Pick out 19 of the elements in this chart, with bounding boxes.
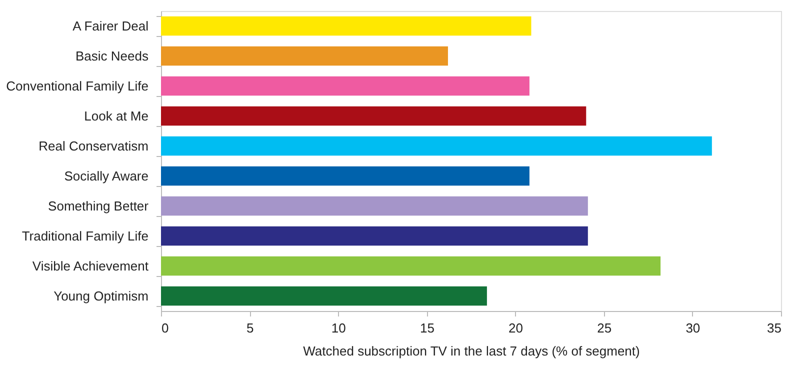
x-tick-label: 15 [420, 320, 434, 336]
x-axis-title: Watched subscription TV in the last 7 days (% of segment) [303, 344, 640, 358]
y-tick-label: Look at Me [84, 108, 148, 124]
x-tick-label: 30 [686, 320, 700, 336]
x-tick-label: 5 [246, 320, 254, 336]
x-tick-label: 20 [508, 320, 524, 336]
x-tick-label: 10 [331, 320, 346, 336]
y-tick-label: Conventional Family Life [6, 78, 148, 94]
y-tick-label: Young Optimism [54, 288, 148, 304]
y-tick-label: Real Conservatism [38, 138, 148, 154]
y-tick-label: Visible Achievement [32, 258, 149, 274]
y-tick-label: Basic Needs [76, 48, 149, 64]
x-tick-label: 35 [767, 320, 782, 336]
x-tick-label: 25 [597, 320, 612, 336]
y-tick-label: A Fairer Deal [72, 18, 149, 34]
y-tick-label: Something Better [48, 198, 150, 214]
y-tick-label: Traditional Family Life [22, 228, 148, 244]
y-tick-label: Socially Aware [64, 168, 148, 184]
x-tick-label: 0 [162, 320, 169, 336]
